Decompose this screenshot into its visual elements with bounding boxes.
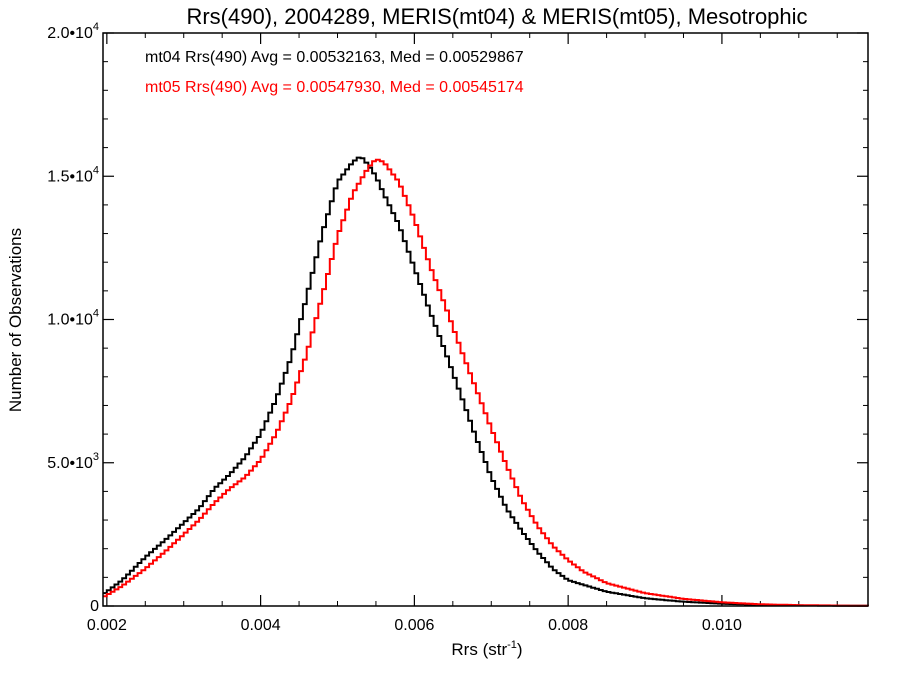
y-tick-label-base: 1.0•10	[47, 312, 93, 329]
x-axis-label-close: )	[517, 640, 523, 659]
legend-entry-mt04: mt04 Rrs(490) Avg = 0.00532163, Med = 0.…	[145, 49, 524, 66]
y-tick-label-exponent: 4	[93, 164, 99, 176]
y-tick-label: 2.0•104	[47, 21, 99, 42]
x-axis-label: Rrs (str-1)	[451, 639, 522, 659]
y-tick-label-base: 5.0•10	[47, 455, 93, 472]
y-tick-label: 1.0•104	[47, 308, 99, 329]
y-tick-label: 5.0•103	[47, 451, 99, 472]
series-lines	[103, 156, 869, 607]
y-tick-label-exponent: 4	[93, 308, 99, 320]
x-axis-label-unit-exponent: -1	[507, 639, 517, 651]
x-tick-label: 0.008	[548, 617, 588, 634]
y-axis-label: Number of Observations	[6, 228, 25, 412]
y-tick-label-exponent: 3	[93, 451, 99, 463]
series-line-mt04	[103, 156, 869, 607]
x-tick-label: 0.002	[87, 617, 127, 634]
y-tick-label: 1.5•104	[47, 164, 99, 185]
y-tick-label-base: 1.5•10	[47, 168, 93, 185]
x-axis-ticks: 0.002 0.004 0.006 0.008 0.010	[87, 33, 838, 634]
y-tick-label-exponent: 4	[93, 21, 99, 33]
x-tick-label: 0.010	[702, 617, 742, 634]
y-tick-label: 0	[90, 598, 99, 615]
chart-title: Rrs(490), 2004289, MERIS(mt04) & MERIS(m…	[186, 4, 807, 29]
x-tick-label: 0.006	[394, 617, 434, 634]
y-tick-label-base: 0	[90, 598, 99, 615]
plot-frame	[102, 32, 869, 607]
legend-entry-mt05: mt05 Rrs(490) Avg = 0.00547930, Med = 0.…	[145, 79, 524, 96]
y-tick-label-base: 2.0•10	[47, 25, 93, 42]
x-tick-label: 0.004	[241, 617, 281, 634]
series-line-mt05	[103, 158, 869, 607]
x-axis-label-text: Rrs (str	[451, 640, 507, 659]
